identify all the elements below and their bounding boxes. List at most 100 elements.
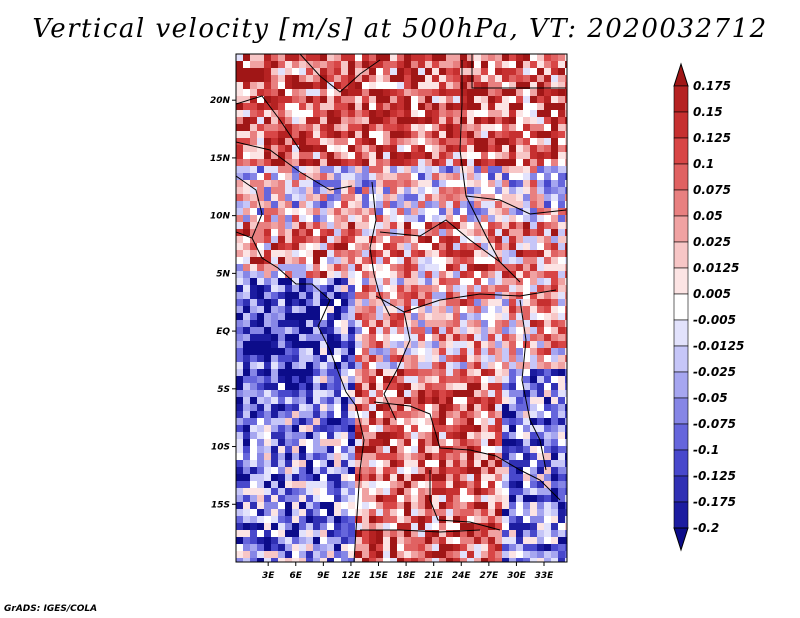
field-cell bbox=[313, 404, 320, 411]
field-cell bbox=[425, 502, 432, 509]
border-algeria-niger bbox=[299, 54, 381, 93]
field-cell bbox=[264, 383, 271, 390]
field-cell bbox=[355, 551, 362, 558]
field-cell bbox=[495, 68, 502, 75]
field-cell bbox=[257, 453, 264, 460]
field-cell bbox=[446, 271, 453, 278]
field-cell bbox=[278, 229, 285, 236]
field-cell bbox=[544, 369, 551, 376]
field-cell bbox=[299, 61, 306, 68]
field-cell bbox=[411, 82, 418, 89]
field-cell bbox=[460, 481, 467, 488]
field-cell bbox=[243, 173, 250, 180]
field-cell bbox=[236, 54, 243, 61]
field-cell bbox=[397, 537, 404, 544]
field-cell bbox=[418, 474, 425, 481]
field-cell bbox=[509, 208, 516, 215]
field-cell bbox=[383, 103, 390, 110]
field-cell bbox=[257, 75, 264, 82]
field-cell bbox=[334, 285, 341, 292]
field-cell bbox=[404, 138, 411, 145]
field-cell bbox=[432, 453, 439, 460]
field-cell bbox=[383, 180, 390, 187]
field-cell bbox=[404, 285, 411, 292]
field-cell bbox=[516, 320, 523, 327]
field-cell bbox=[334, 551, 341, 558]
field-cell bbox=[390, 243, 397, 250]
field-cell bbox=[425, 481, 432, 488]
field-cell bbox=[404, 96, 411, 103]
field-cell bbox=[474, 110, 481, 117]
field-cell bbox=[411, 390, 418, 397]
field-cell bbox=[509, 362, 516, 369]
field-cell bbox=[236, 180, 243, 187]
field-cell bbox=[404, 390, 411, 397]
field-cell bbox=[558, 362, 565, 369]
field-cell bbox=[411, 75, 418, 82]
field-cell bbox=[250, 404, 257, 411]
field-cell bbox=[551, 481, 558, 488]
field-cell bbox=[292, 152, 299, 159]
field-cell bbox=[418, 502, 425, 509]
field-cell bbox=[565, 313, 567, 320]
field-cell bbox=[264, 362, 271, 369]
field-cell bbox=[530, 82, 537, 89]
field-cell bbox=[509, 138, 516, 145]
field-cell bbox=[565, 460, 567, 467]
field-cell bbox=[425, 523, 432, 530]
field-cell bbox=[530, 425, 537, 432]
field-cell bbox=[292, 313, 299, 320]
field-cell bbox=[544, 54, 551, 61]
field-cell bbox=[257, 341, 264, 348]
field-cell bbox=[537, 138, 544, 145]
field-cell bbox=[313, 418, 320, 425]
field-cell bbox=[292, 509, 299, 516]
field-cell bbox=[306, 54, 313, 61]
field-cell bbox=[362, 89, 369, 96]
field-cell bbox=[383, 222, 390, 229]
field-cell bbox=[397, 383, 404, 390]
field-cell bbox=[376, 68, 383, 75]
field-cell bbox=[439, 96, 446, 103]
field-cell bbox=[404, 425, 411, 432]
field-cell bbox=[264, 502, 271, 509]
field-cell bbox=[320, 145, 327, 152]
field-cell bbox=[516, 285, 523, 292]
field-cell bbox=[306, 544, 313, 551]
field-cell bbox=[509, 383, 516, 390]
field-cell bbox=[292, 208, 299, 215]
field-cell bbox=[390, 516, 397, 523]
field-cell bbox=[495, 138, 502, 145]
field-cell bbox=[397, 551, 404, 558]
field-cell bbox=[327, 327, 334, 334]
field-cell bbox=[285, 75, 292, 82]
field-cell bbox=[509, 453, 516, 460]
y-tick-label: 15S bbox=[211, 500, 230, 510]
field-cell bbox=[516, 418, 523, 425]
field-cell bbox=[348, 75, 355, 82]
field-cell bbox=[488, 306, 495, 313]
field-cell bbox=[383, 523, 390, 530]
field-cell bbox=[313, 544, 320, 551]
field-cell bbox=[502, 110, 509, 117]
field-cell bbox=[404, 292, 411, 299]
field-cell bbox=[292, 54, 299, 61]
field-cell bbox=[558, 544, 565, 551]
field-cell bbox=[558, 264, 565, 271]
field-cell bbox=[278, 355, 285, 362]
field-cell bbox=[390, 488, 397, 495]
field-cell bbox=[390, 369, 397, 376]
field-cell bbox=[516, 159, 523, 166]
field-cell bbox=[383, 61, 390, 68]
field-cell bbox=[355, 173, 362, 180]
field-cell bbox=[544, 264, 551, 271]
field-cell bbox=[278, 180, 285, 187]
field-cell bbox=[418, 439, 425, 446]
field-cell bbox=[453, 236, 460, 243]
field-cell bbox=[474, 292, 481, 299]
field-cell bbox=[495, 54, 502, 61]
field-cell bbox=[565, 509, 567, 516]
field-cell bbox=[411, 495, 418, 502]
field-cell bbox=[299, 390, 306, 397]
field-cell bbox=[502, 502, 509, 509]
